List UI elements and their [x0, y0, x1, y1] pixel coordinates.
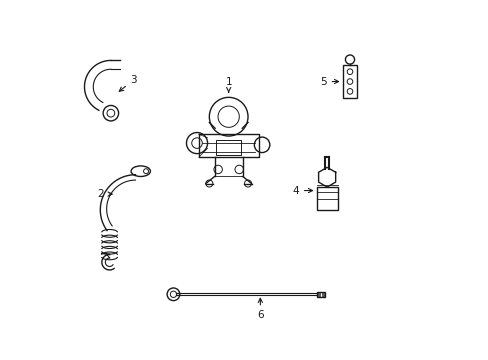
Text: 4: 4 [292, 185, 312, 195]
Text: 2: 2 [97, 189, 112, 199]
Text: 6: 6 [257, 298, 263, 320]
Text: 3: 3 [119, 75, 137, 91]
Text: 5: 5 [319, 77, 338, 86]
Text: 1: 1 [225, 77, 231, 92]
